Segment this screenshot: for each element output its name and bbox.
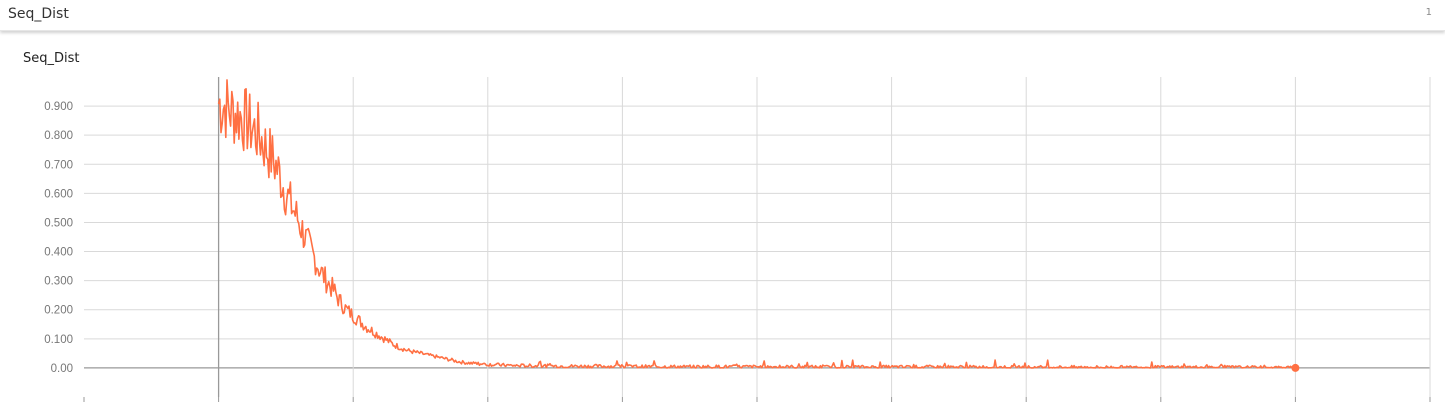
header-count: 1 [1425,7,1432,18]
y-tick-label: 0.200 [44,305,73,317]
y-tick-label: 0.800 [44,130,73,142]
y-tick-label: 0.300 [44,276,73,288]
card-header[interactable]: Seq_Dist 1 [0,0,1445,31]
y-tick-label: 0.400 [44,247,73,259]
header-title: Seq_Dist [8,6,69,22]
series-end-point [1291,363,1300,372]
y-tick-label: 0.700 [44,159,73,171]
y-tick-label: 0.00 [51,363,73,375]
series-line [217,79,1297,369]
chart-title: Seq_Dist [23,51,80,66]
y-tick-label: 0.100 [44,334,73,346]
y-tick-label: 0.600 [44,188,73,200]
y-tick-label: 0.900 [44,101,73,113]
y-tick-label: 0.500 [44,217,73,229]
